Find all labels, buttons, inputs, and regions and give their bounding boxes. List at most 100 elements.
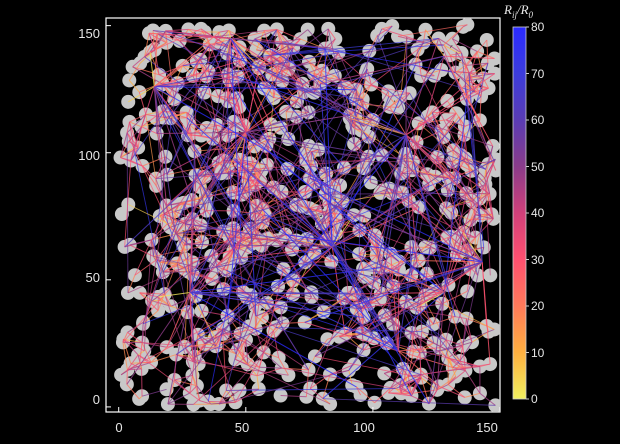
bond-1874 [443,201,474,293]
bond-1726 [200,190,336,226]
bond-1650 [363,260,418,335]
bond-1565 [157,245,184,311]
bond-973 [368,156,372,183]
bond-1709 [327,28,355,145]
bond-811 [152,300,172,307]
bond-1913 [166,292,191,348]
bond-1234 [441,290,468,305]
bond-655 [184,223,203,243]
bond-1668 [464,134,476,215]
bond-1763 [240,246,333,259]
bond-1734 [427,39,488,117]
bond-119 [258,352,265,368]
bond-1080 [226,74,229,99]
bond-1629 [304,297,344,323]
bond-1394 [234,339,247,360]
bond-1302 [355,68,368,90]
bond-1430 [235,353,249,365]
bond-756 [184,346,194,362]
bond-777 [277,279,294,287]
bond-1846 [154,86,329,187]
bond-855 [449,55,456,73]
bond-940 [320,76,327,85]
bond-1048 [411,161,414,171]
bond-1800 [156,131,246,134]
bond-127 [145,110,163,115]
bond-203 [324,38,336,49]
bond-924 [425,290,435,297]
bond-1837 [154,75,238,88]
bond-155 [281,80,298,102]
bond-589 [200,225,203,243]
bond-1437 [129,239,152,246]
bond-496 [256,367,282,377]
bond-1915 [189,168,288,293]
bond-47 [261,316,277,328]
bond-1725 [302,38,439,85]
bond-1771 [204,246,333,345]
bond-1819 [227,38,232,102]
bond-1839 [130,86,155,161]
bond-1790 [245,132,257,317]
bond-1870 [264,214,445,293]
bond-1638 [348,260,418,371]
bond-1612 [176,263,200,365]
bond-1919 [189,292,194,362]
bond-1103 [353,127,362,131]
bond-826 [359,253,377,256]
bond-1936 [368,134,407,305]
bond-1934 [389,106,407,136]
bond-1392 [222,328,247,341]
bond-1439 [244,237,248,248]
bond-1898 [388,188,483,263]
bond-1619 [225,238,269,391]
bond-1721 [128,204,168,224]
bond-1669 [361,130,452,238]
bond-196 [139,292,159,298]
bond-1937 [405,134,412,276]
bond-1953 [412,55,445,162]
bond-1950 [272,74,407,136]
bond-834 [126,383,140,400]
bond-123 [141,110,164,128]
bond-1862 [309,208,399,352]
bond-934 [201,310,228,317]
bond-1918 [158,292,190,298]
bond-1957 [320,55,445,85]
bond-1534 [212,138,263,246]
bond-401 [308,183,315,209]
bond-1951 [249,134,407,230]
bond-1069 [158,74,178,84]
bond-1353 [353,103,363,129]
bond-425 [128,62,141,81]
bond-842 [322,374,331,399]
bond-31 [413,351,420,354]
bond-1539 [255,205,312,298]
bond-1947 [349,114,407,136]
y-tick-label-50: 50 [86,270,100,285]
bond-1877 [443,292,464,346]
bond-800 [381,25,393,30]
bond-1855 [397,207,420,352]
bond-1794 [144,56,247,133]
bond-1897 [363,261,483,335]
bond-1322 [165,28,189,32]
bond-1294 [362,84,372,100]
bond-1816 [230,37,331,49]
bond-212 [397,35,424,44]
bond-1888 [393,261,483,287]
bond-50 [123,338,139,356]
bond-24 [223,227,234,233]
bond-1254 [443,44,457,53]
bond-1314 [151,223,168,241]
bond-1942 [405,134,447,209]
bond-1833 [154,80,283,88]
bond-122 [255,328,265,353]
bond-1868 [443,193,467,293]
bond-1205 [127,275,136,294]
bond-1894 [344,261,483,335]
bond-1368 [141,342,152,363]
bond-121 [245,339,264,353]
colorbar-label: Rij/R0 [503,2,534,20]
bond-704 [254,38,283,43]
